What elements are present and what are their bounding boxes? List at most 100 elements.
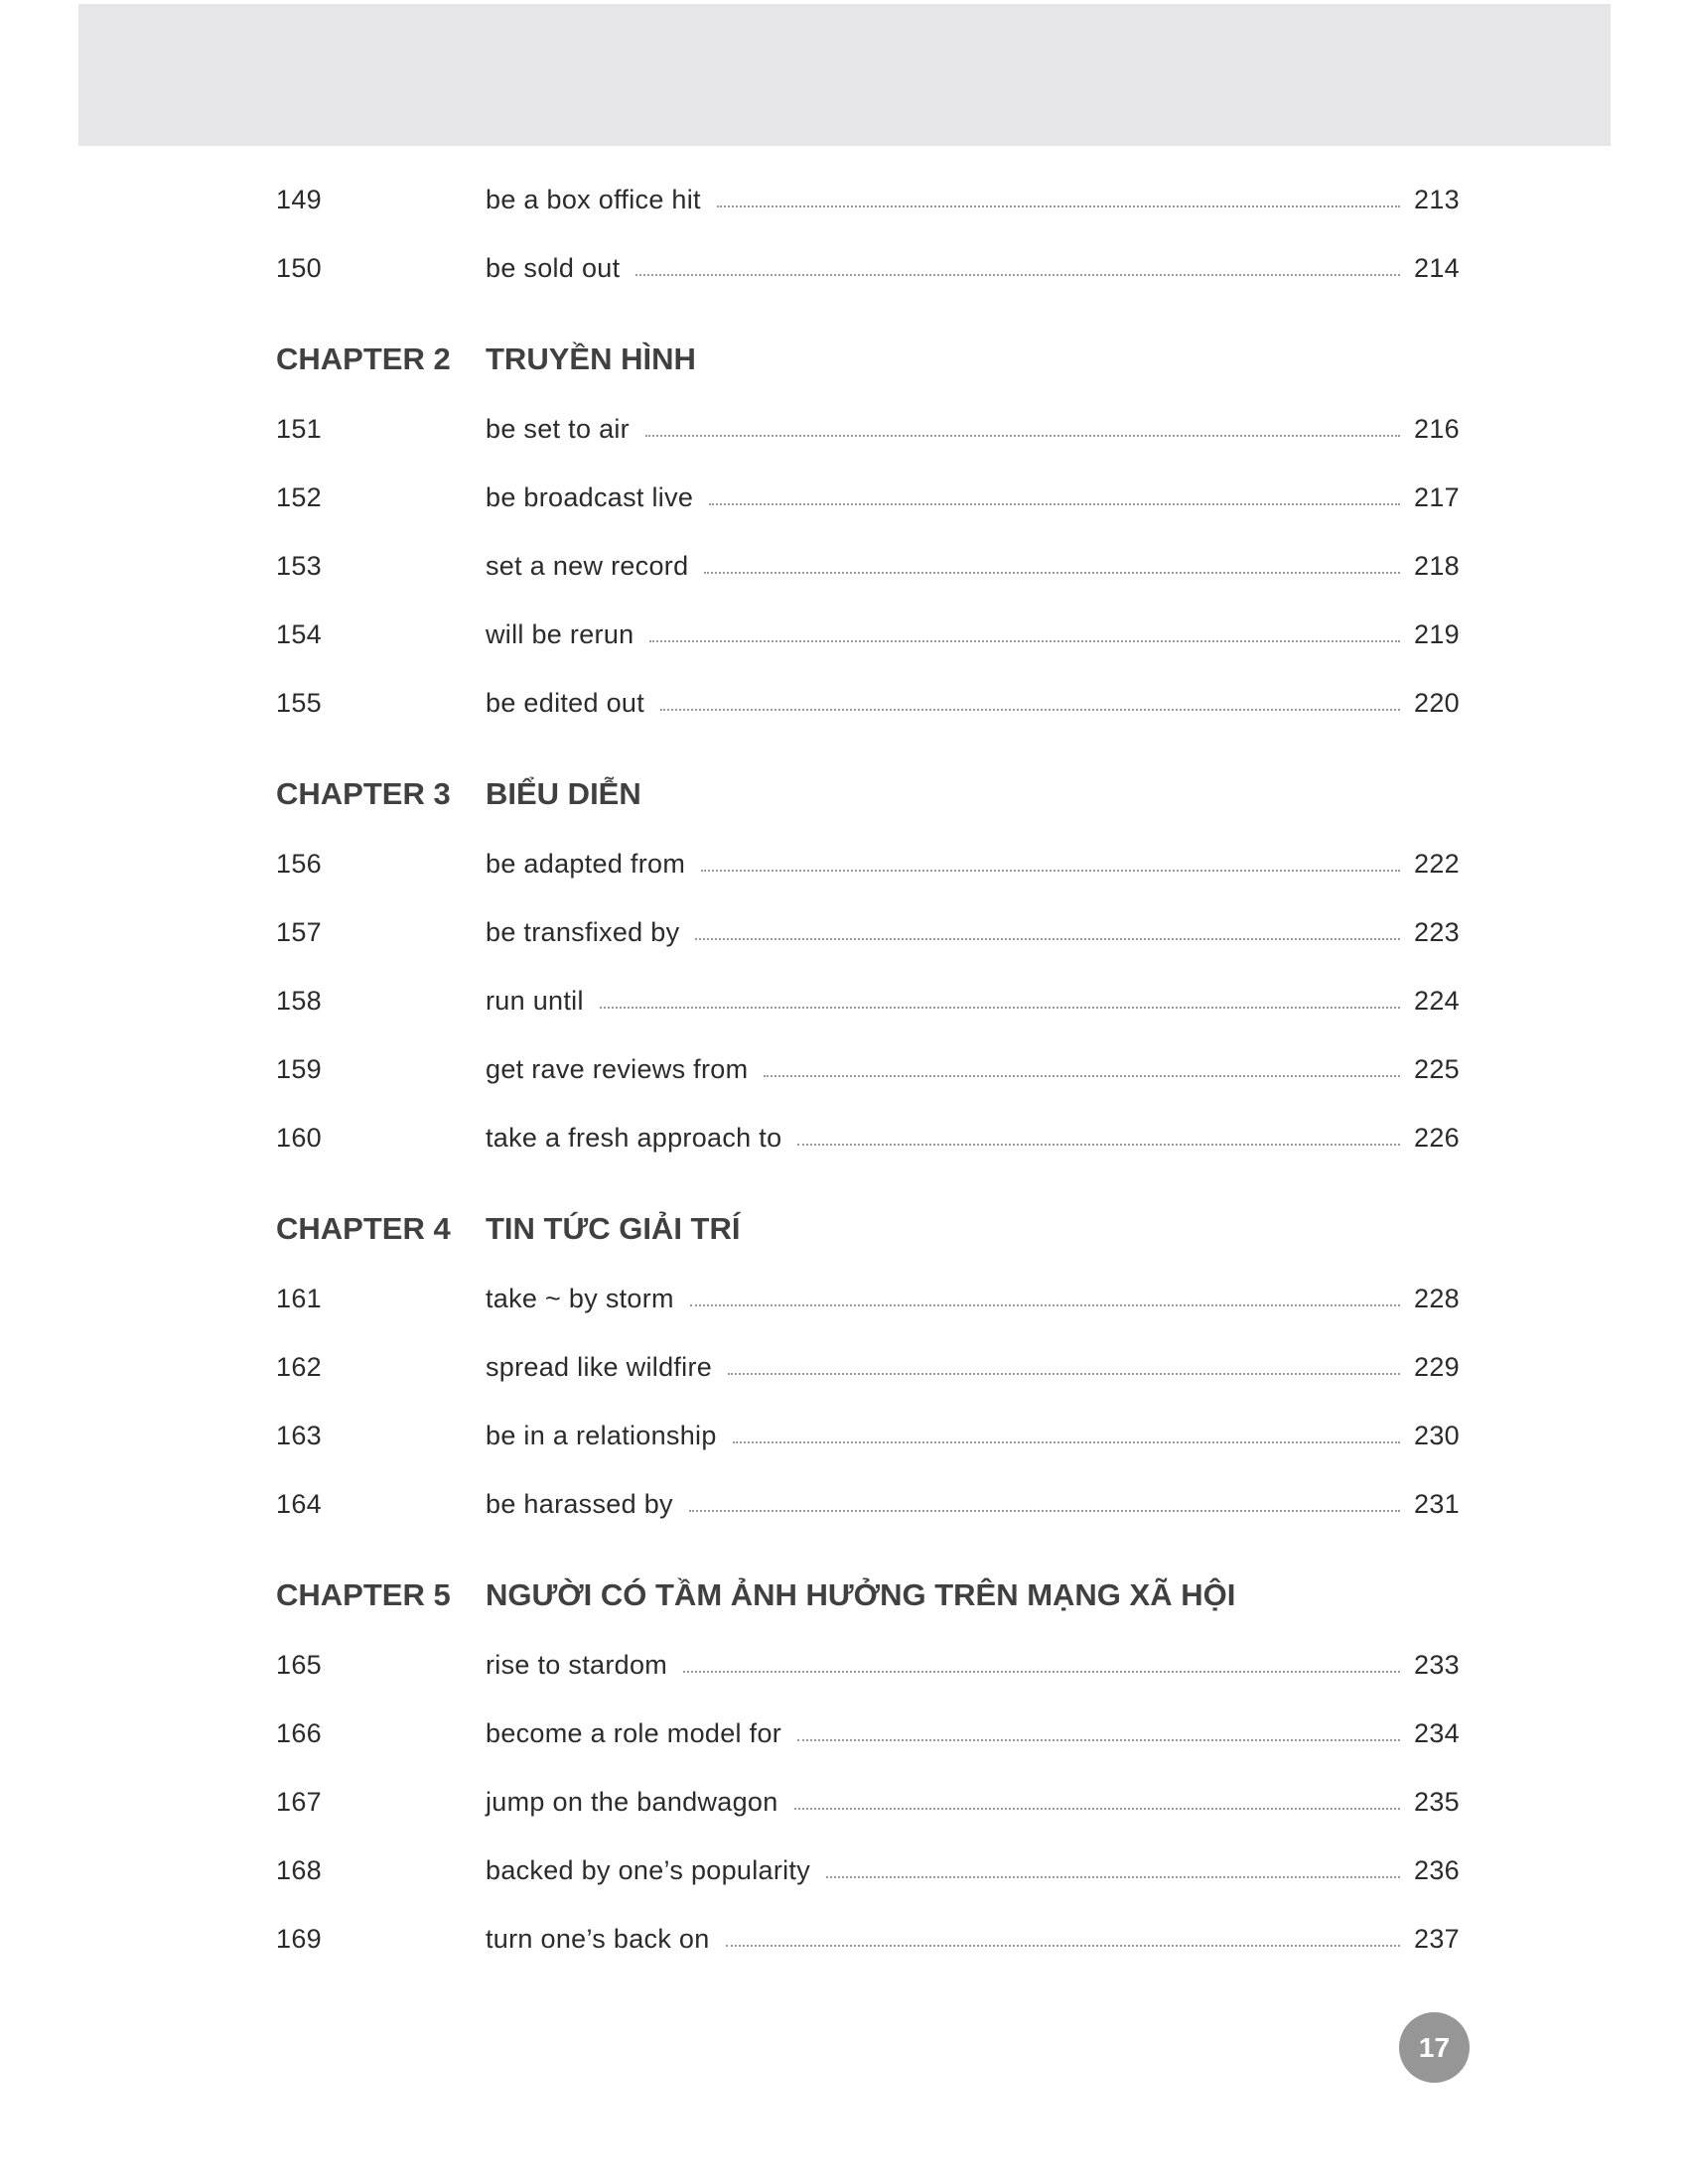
entry-number: 157 — [276, 917, 322, 947]
entry-number: 152 — [276, 482, 322, 512]
chapter-label: CHAPTER 2 — [276, 341, 451, 376]
toc-entry[interactable]: 168 backed by one’s popularity 236 — [276, 1837, 1460, 1905]
toc-entry[interactable]: 154 will be rerun 219 — [276, 601, 1460, 669]
toc-entry[interactable]: 160 take a fresh approach to 226 — [276, 1104, 1460, 1172]
entry-number: 168 — [276, 1855, 322, 1885]
toc-entry[interactable]: 152 be broadcast live 217 — [276, 464, 1460, 532]
toc-entry[interactable]: 167 jump on the bandwagon 235 — [276, 1768, 1460, 1837]
toc-entry[interactable]: 169 turn one’s back on 237 — [276, 1905, 1460, 1974]
dot-leader — [635, 273, 1401, 276]
entry-title: set a new record — [486, 551, 689, 581]
dot-leader — [732, 1440, 1401, 1443]
entry-title: run until — [486, 986, 584, 1016]
toc-entry[interactable]: 153 set a new record 218 — [276, 532, 1460, 601]
dot-leader — [704, 571, 1401, 574]
dot-leader — [689, 1303, 1401, 1306]
toc-entry[interactable]: 159 get rave reviews from 225 — [276, 1035, 1460, 1104]
dot-leader — [701, 869, 1401, 872]
entry-page: 224 — [1414, 986, 1460, 1016]
entry-number: 169 — [276, 1924, 322, 1954]
chapter-heading[interactable]: CHAPTER 3 BIỂU DIỄN — [276, 757, 1460, 830]
entry-number: 167 — [276, 1787, 322, 1817]
entry-page: 213 — [1414, 185, 1460, 214]
entry-page: 237 — [1414, 1924, 1460, 1954]
entry-page: 236 — [1414, 1855, 1460, 1885]
entry-number: 165 — [276, 1650, 322, 1680]
dot-leader — [764, 1074, 1401, 1077]
chapter-title: NGƯỜI CÓ TẦM ẢNH HƯỞNG TRÊN MẠNG XÃ HỘI — [486, 1576, 1236, 1612]
toc-entry[interactable]: 164 be harassed by 231 — [276, 1470, 1460, 1539]
entry-number: 158 — [276, 986, 322, 1016]
dot-leader — [793, 1807, 1401, 1810]
entry-title: be transfixed by — [486, 917, 680, 947]
entry-title: be adapted from — [486, 849, 686, 879]
toc-entry[interactable]: 161 take ~ by storm 228 — [276, 1265, 1460, 1333]
entry-page: 225 — [1414, 1054, 1460, 1084]
entry-page: 229 — [1414, 1352, 1460, 1382]
page-number-badge: 17 — [1399, 2012, 1470, 2083]
chapter-title: TIN TỨC GIẢI TRÍ — [486, 1210, 741, 1246]
header-band — [78, 4, 1611, 146]
entry-page: 231 — [1414, 1489, 1460, 1519]
dot-leader — [797, 1143, 1401, 1146]
dot-leader — [649, 639, 1401, 642]
dot-leader — [688, 1509, 1401, 1512]
chapter-heading[interactable]: CHAPTER 4 TIN TỨC GIẢI TRÍ — [276, 1192, 1460, 1265]
entry-number: 153 — [276, 551, 322, 581]
dot-leader — [660, 708, 1401, 711]
entry-title: jump on the bandwagon — [486, 1787, 778, 1817]
toc-entry[interactable]: 162 spread like wildfire 229 — [276, 1333, 1460, 1402]
toc-entry[interactable]: 166 become a role model for 234 — [276, 1700, 1460, 1768]
entry-number: 163 — [276, 1421, 322, 1450]
chapter-heading[interactable]: CHAPTER 2 TRUYỀN HÌNH — [276, 323, 1460, 395]
toc-entry[interactable]: 149 be a box office hit 213 — [276, 166, 1460, 234]
entry-title: turn one’s back on — [486, 1924, 710, 1954]
toc-entry[interactable]: 156 be adapted from 222 — [276, 830, 1460, 898]
chapter-label: CHAPTER 4 — [276, 1210, 451, 1246]
entry-number: 154 — [276, 619, 322, 649]
entry-number: 162 — [276, 1352, 322, 1382]
entry-title: be set to air — [486, 414, 630, 444]
entry-page: 234 — [1414, 1718, 1460, 1748]
dot-leader — [644, 434, 1401, 437]
toc-entry[interactable]: 151 be set to air 216 — [276, 395, 1460, 464]
entry-number: 160 — [276, 1123, 322, 1153]
entry-page: 214 — [1414, 253, 1460, 283]
toc-entry[interactable]: 155 be edited out 220 — [276, 669, 1460, 738]
dot-leader — [599, 1006, 1401, 1009]
entry-number: 166 — [276, 1718, 322, 1748]
entry-title: take ~ by storm — [486, 1284, 674, 1313]
entry-page: 222 — [1414, 849, 1460, 879]
entry-title: be a box office hit — [486, 185, 701, 214]
dot-leader — [695, 937, 1401, 940]
entry-title: get rave reviews from — [486, 1054, 749, 1084]
chapter-title: BIỂU DIỄN — [486, 775, 641, 811]
toc-entry[interactable]: 150 be sold out 214 — [276, 234, 1460, 303]
entry-number: 159 — [276, 1054, 322, 1084]
entry-title: will be rerun — [486, 619, 634, 649]
entry-number: 151 — [276, 414, 322, 444]
dot-leader — [797, 1738, 1401, 1741]
chapter-label: CHAPTER 5 — [276, 1576, 451, 1612]
entry-number: 150 — [276, 253, 322, 283]
entry-title: backed by one’s popularity — [486, 1855, 811, 1885]
entry-title: be harassed by — [486, 1489, 673, 1519]
toc-entry[interactable]: 163 be in a relationship 230 — [276, 1402, 1460, 1470]
toc-entry[interactable]: 157 be transfixed by 223 — [276, 898, 1460, 967]
dot-leader — [728, 1372, 1401, 1375]
toc-entry[interactable]: 158 run until 224 — [276, 967, 1460, 1035]
entry-page: 216 — [1414, 414, 1460, 444]
entry-title: be broadcast live — [486, 482, 694, 512]
table-of-contents: 149 be a box office hit 213 150 be sold out 2… — [276, 166, 1460, 1974]
toc-entry[interactable]: 165 rise to stardom 233 — [276, 1631, 1460, 1700]
chapter-heading[interactable]: CHAPTER 5 NGƯỜI CÓ TẦM ẢNH HƯỞNG TRÊN MẠN… — [276, 1559, 1460, 1631]
entry-title: be sold out — [486, 253, 621, 283]
entry-number: 164 — [276, 1489, 322, 1519]
entry-page: 228 — [1414, 1284, 1460, 1313]
entry-page: 220 — [1414, 688, 1460, 718]
entry-number: 149 — [276, 185, 322, 214]
dot-leader — [826, 1875, 1401, 1878]
entry-number: 155 — [276, 688, 322, 718]
entry-title: be in a relationship — [486, 1421, 717, 1450]
entry-page: 233 — [1414, 1650, 1460, 1680]
